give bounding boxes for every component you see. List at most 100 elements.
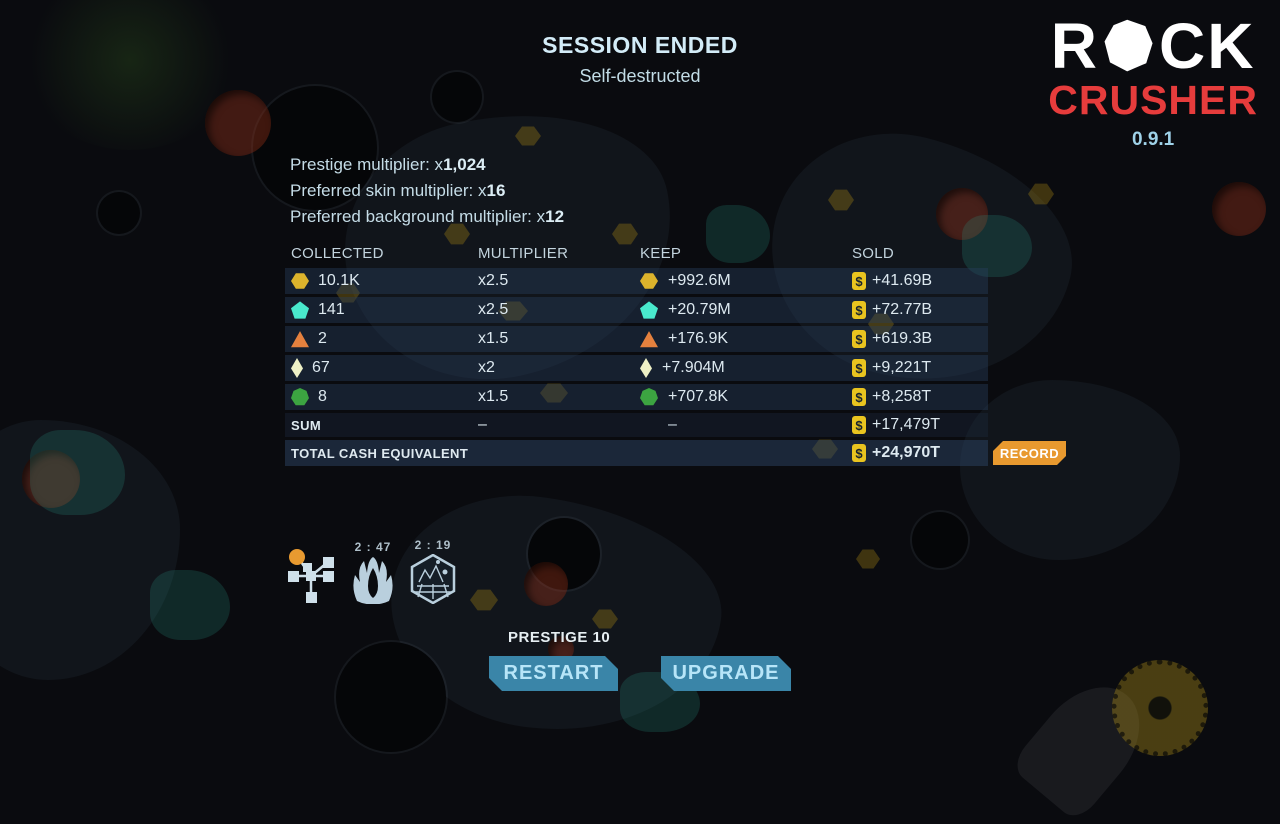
version-label: 0.9.1 bbox=[1131, 129, 1175, 150]
sold-value: +9,221T bbox=[872, 359, 932, 376]
keep-value: +20.79M bbox=[668, 301, 731, 318]
background-multiplier-line: Preferred background multiplier: x12 bbox=[290, 207, 565, 226]
sum-sold-value: +17,479T bbox=[872, 416, 941, 433]
total-sold-value: +24,970T bbox=[872, 444, 941, 461]
keep-value: +992.6M bbox=[668, 272, 731, 289]
table-row: 141 x2.5 +20.79M $ +72.77B bbox=[285, 297, 988, 323]
total-label: TOTAL CASH EQUIVALENT bbox=[291, 445, 469, 461]
upgrade-button[interactable]: UPGRADE bbox=[661, 656, 791, 691]
cash-icon: $ bbox=[852, 416, 866, 434]
prestige-multiplier-line: Prestige multiplier: x1,024 bbox=[290, 155, 486, 174]
multiplier-value: x2.5 bbox=[478, 301, 509, 318]
cash-icon: $ bbox=[852, 388, 866, 406]
bg-rocket bbox=[1008, 666, 1162, 824]
orange-triangle-icon bbox=[640, 331, 658, 348]
bg-red-rock bbox=[1212, 182, 1266, 236]
multiplier-value: x2.5 bbox=[478, 272, 509, 289]
bg-rock bbox=[960, 380, 1180, 560]
terrain-map-item[interactable]: 2 : 19 bbox=[410, 538, 456, 604]
results-table: COLLECTED MULTIPLIER KEEP SOLD 10.1K x2.… bbox=[285, 242, 988, 466]
multiplier-value: x1.5 bbox=[478, 388, 509, 405]
prestige-level-label: PRESTIGE 10 bbox=[508, 629, 611, 646]
cash-icon: $ bbox=[852, 272, 866, 290]
cyan-pentagon-icon bbox=[640, 301, 658, 319]
bg-gear bbox=[1112, 660, 1208, 756]
sold-value: +41.69B bbox=[872, 272, 933, 289]
record-badge: RECORD bbox=[993, 441, 1066, 465]
gold-hexagon-icon bbox=[640, 273, 658, 289]
bg-teal-rock bbox=[30, 430, 125, 515]
logo-letter-r: R bbox=[1050, 10, 1100, 82]
keep-value: +7.904M bbox=[662, 359, 725, 376]
header-collected: COLLECTED bbox=[291, 244, 384, 262]
pale-shard-icon bbox=[640, 358, 652, 378]
orange-triangle-icon bbox=[291, 331, 309, 348]
active-items-row: 2 : 47 2 : 19 bbox=[286, 538, 456, 604]
table-header-row: COLLECTED MULTIPLIER KEEP SOLD bbox=[285, 242, 988, 264]
session-header: SESSION ENDED Self-destructed bbox=[0, 32, 1280, 87]
multiplier-value: x2 bbox=[478, 359, 495, 376]
bg-hole bbox=[912, 512, 968, 568]
session-title: SESSION ENDED bbox=[542, 32, 738, 58]
restart-button[interactable]: RESTART bbox=[489, 656, 618, 691]
multiplier-summary: Prestige multiplier: x1,024 Preferred sk… bbox=[290, 155, 564, 233]
logo-rock-word: R CK bbox=[1048, 14, 1258, 78]
collected-value: 67 bbox=[312, 359, 330, 376]
total-row: TOTAL CASH EQUIVALENT $ +24,970T bbox=[285, 440, 988, 466]
multiplier-value: x1.5 bbox=[478, 330, 509, 347]
collected-value: 2 bbox=[318, 330, 327, 347]
bg-ore-spot bbox=[1028, 183, 1054, 205]
bg-rock bbox=[375, 478, 735, 752]
collected-value: 8 bbox=[318, 388, 327, 405]
claw-hand-icon bbox=[353, 557, 393, 604]
bg-ore-spot bbox=[515, 126, 541, 146]
keep-value: +707.8K bbox=[668, 388, 729, 405]
bg-red-rock bbox=[524, 562, 568, 606]
cyan-pentagon-icon bbox=[291, 301, 309, 319]
bg-red-rock bbox=[936, 188, 988, 240]
skin-multiplier-line: Preferred skin multiplier: x16 bbox=[290, 181, 506, 200]
bg-ore-spot bbox=[856, 549, 880, 569]
header-keep: KEEP bbox=[640, 244, 682, 262]
table-row: 10.1K x2.5 +992.6M $ +41.69B bbox=[285, 268, 988, 294]
cash-icon: $ bbox=[852, 330, 866, 348]
gold-hexagon-icon bbox=[291, 273, 309, 289]
table-row: 2 x1.5 +176.9K $ +619.3B bbox=[285, 326, 988, 352]
bg-ore-spot bbox=[828, 189, 854, 211]
sum-keep-dash: – bbox=[668, 416, 677, 433]
claw-item[interactable]: 2 : 47 bbox=[350, 540, 396, 604]
sold-value: +72.77B bbox=[872, 301, 933, 318]
collected-value: 10.1K bbox=[318, 272, 360, 289]
bg-hole bbox=[98, 192, 140, 234]
logo-crusher-word: CRUSHER bbox=[1048, 77, 1258, 123]
session-subtitle: Self-destructed bbox=[579, 66, 701, 86]
table-row: 8 x1.5 +707.8K $ +8,258T bbox=[285, 384, 988, 410]
skill-tree-icon bbox=[288, 549, 334, 603]
table-row: 67 x2 +7.904M $ +9,221T bbox=[285, 355, 988, 381]
cash-icon: $ bbox=[852, 359, 866, 377]
terrain-map-icon bbox=[410, 554, 456, 604]
claw-timer: 2 : 47 bbox=[354, 540, 392, 554]
keep-value: +176.9K bbox=[668, 330, 729, 347]
bg-ore-spot bbox=[592, 609, 618, 629]
collected-value: 141 bbox=[318, 301, 345, 318]
cash-icon: $ bbox=[852, 444, 866, 462]
header-multiplier: MULTIPLIER bbox=[478, 244, 569, 262]
terrain-timer: 2 : 19 bbox=[414, 538, 452, 552]
sold-value: +8,258T bbox=[872, 388, 932, 405]
sum-row: SUM – – $ +17,479T bbox=[285, 413, 988, 437]
pale-shard-icon bbox=[291, 358, 303, 378]
bg-red-rock bbox=[22, 450, 80, 508]
green-heptagon-icon bbox=[640, 388, 658, 406]
header-sold: SOLD bbox=[852, 244, 895, 262]
bg-ore-spot bbox=[470, 589, 498, 611]
sum-label: SUM bbox=[291, 417, 322, 433]
bg-teal-rock bbox=[150, 570, 230, 640]
logo-letters-ck: CK bbox=[1159, 10, 1256, 82]
sum-multiplier-dash: – bbox=[478, 416, 487, 433]
skill-tree-item[interactable] bbox=[286, 548, 336, 604]
sold-value: +619.3B bbox=[872, 330, 933, 347]
bg-hole bbox=[336, 642, 446, 752]
bg-hole bbox=[528, 518, 600, 590]
bg-rock bbox=[0, 420, 180, 680]
